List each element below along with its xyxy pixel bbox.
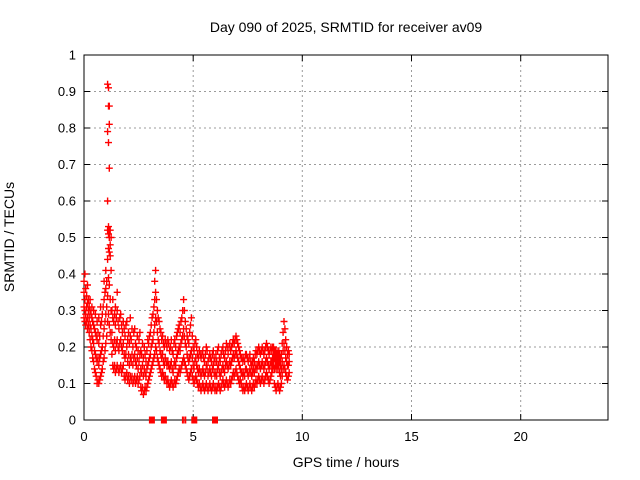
tick-labels: 00.10.20.30.40.50.60.70.80.910 5 10 15 20 [58, 48, 528, 445]
y-tick-label: 0.3 [58, 303, 76, 318]
x-tick-label: 5 [190, 429, 197, 444]
zero-value-markers [148, 416, 218, 424]
plot-border [83, 54, 609, 421]
y-tick-label: 0.9 [58, 84, 76, 99]
grid-lines [84, 55, 608, 420]
y-tick-label: 0.7 [58, 157, 76, 172]
y-tick-label: 0.5 [58, 230, 76, 245]
y-tick-label: 0.1 [58, 376, 76, 391]
y-tick-label: 0.8 [58, 121, 76, 136]
x-tick-label: 0 [80, 429, 87, 444]
chart-title: Day 090 of 2025, SRMTID for receiver av0… [209, 19, 483, 35]
x-tick-label: 20 [513, 429, 527, 444]
y-tick-label: 1 [69, 48, 76, 63]
x-axis-label: GPS time / hours [292, 454, 400, 470]
x-tick-label: 15 [404, 429, 418, 444]
scatter-points [80, 80, 293, 398]
x-tick-label: 10 [295, 429, 309, 444]
y-tick-label: 0.6 [58, 194, 76, 209]
y-tick-label: 0.2 [58, 340, 76, 355]
y-tick-label: 0.4 [58, 267, 76, 282]
y-tick-label: 0 [69, 413, 76, 428]
